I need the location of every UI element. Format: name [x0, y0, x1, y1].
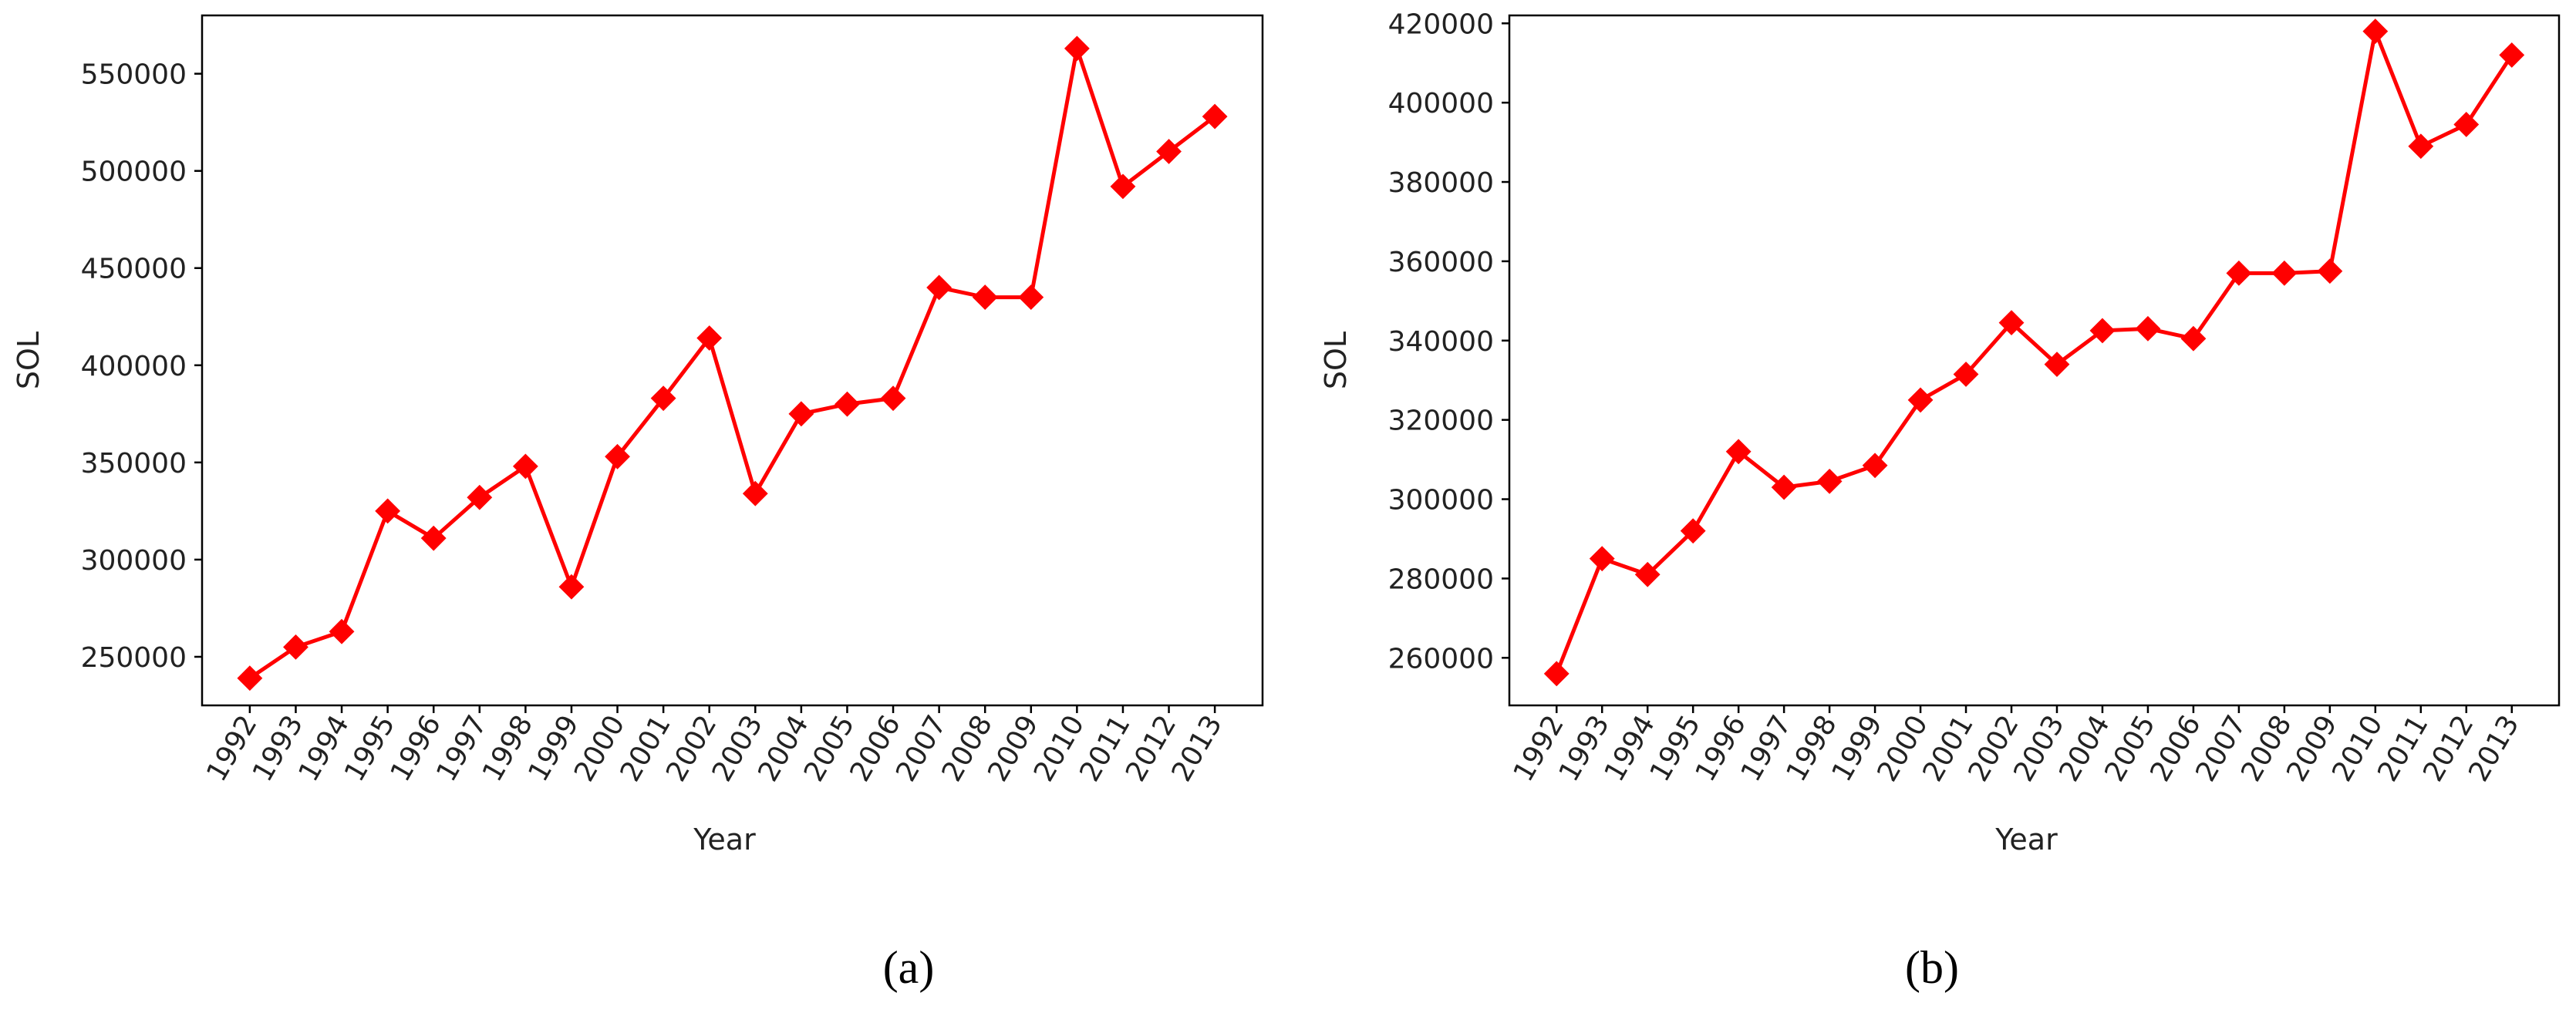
data-point	[2362, 19, 2389, 44]
y-tick-label: 450000	[81, 254, 187, 285]
data-point	[420, 525, 447, 551]
data-point	[2135, 315, 2161, 342]
data-point	[2499, 42, 2525, 68]
data-point	[788, 401, 814, 427]
y-tick-label: 360000	[1388, 247, 1494, 278]
data-point	[1018, 284, 1044, 310]
data-point	[375, 498, 401, 524]
data-point	[2089, 318, 2116, 344]
data-point	[1156, 139, 1182, 164]
data-point	[1589, 546, 1615, 572]
y-tick-label: 420000	[1388, 8, 1494, 40]
data-point	[742, 480, 768, 506]
data-point	[2453, 112, 2480, 137]
data-point	[558, 574, 585, 600]
data-point	[835, 391, 860, 417]
series-line	[1554, 29, 2514, 675]
data-point	[696, 325, 723, 351]
x-axis-label: Year	[1994, 823, 2058, 856]
data-point	[2044, 352, 2070, 378]
data-point	[1202, 103, 1228, 130]
data-point	[1862, 453, 1888, 479]
data-point	[1725, 439, 1752, 465]
y-tick-label: 300000	[1388, 485, 1494, 517]
data-point	[2271, 260, 2298, 286]
data-point	[650, 385, 676, 412]
y-tick-label: 550000	[81, 59, 187, 91]
y-tick-label: 260000	[1388, 643, 1494, 675]
data-point	[1816, 468, 1843, 494]
plot-frame	[201, 14, 1264, 707]
data-point	[1680, 518, 1706, 544]
data-point	[1634, 561, 1661, 587]
data-point	[283, 634, 309, 660]
data-point	[1907, 387, 1934, 413]
y-tick-label: 340000	[1388, 326, 1494, 358]
data-point	[1543, 661, 1570, 687]
data-point	[926, 274, 953, 301]
chart-panel-b: 260000 280000 300000 320000 340000 360000 3800…	[1319, 8, 2561, 993]
data-point	[1110, 173, 1136, 200]
data-point	[2408, 133, 2434, 160]
y-axis-label: SOL	[1319, 331, 1353, 389]
data-point	[1064, 35, 1090, 62]
data-point	[1998, 310, 2025, 336]
chart-panel-a: 250000 300000 350000 400000 450000 500000 5500…	[12, 14, 1264, 993]
y-tick-label: 380000	[1388, 167, 1494, 199]
data-point	[880, 385, 906, 412]
y-tick-label: 400000	[1388, 88, 1494, 119]
data-point	[972, 284, 998, 310]
data-point	[2180, 325, 2207, 352]
y-axis-label: SOL	[12, 331, 46, 389]
panel-caption: (b)	[1905, 942, 1959, 993]
data-point	[329, 618, 355, 644]
series-line	[248, 46, 1216, 680]
y-tick-label: 300000	[81, 545, 187, 577]
data-point	[2226, 260, 2252, 286]
y-tick-label: 350000	[81, 448, 187, 480]
data-point	[467, 484, 493, 510]
data-point	[2317, 258, 2343, 284]
panel-caption: (a)	[883, 942, 935, 993]
data-point	[237, 665, 263, 692]
y-tick-label: 320000	[1388, 405, 1494, 437]
x-tick-label: 2013	[1166, 710, 1229, 787]
data-point	[1771, 474, 1797, 500]
y-tick-label: 280000	[1388, 564, 1494, 595]
x-axis-label: Year	[693, 823, 756, 856]
data-point	[1953, 362, 1979, 387]
y-tick-label: 400000	[81, 351, 187, 382]
data-point	[512, 453, 538, 480]
data-point	[605, 443, 630, 469]
plot-frame	[1508, 14, 2561, 707]
y-tick-label: 250000	[81, 642, 187, 674]
y-tick-label: 500000	[81, 156, 187, 188]
